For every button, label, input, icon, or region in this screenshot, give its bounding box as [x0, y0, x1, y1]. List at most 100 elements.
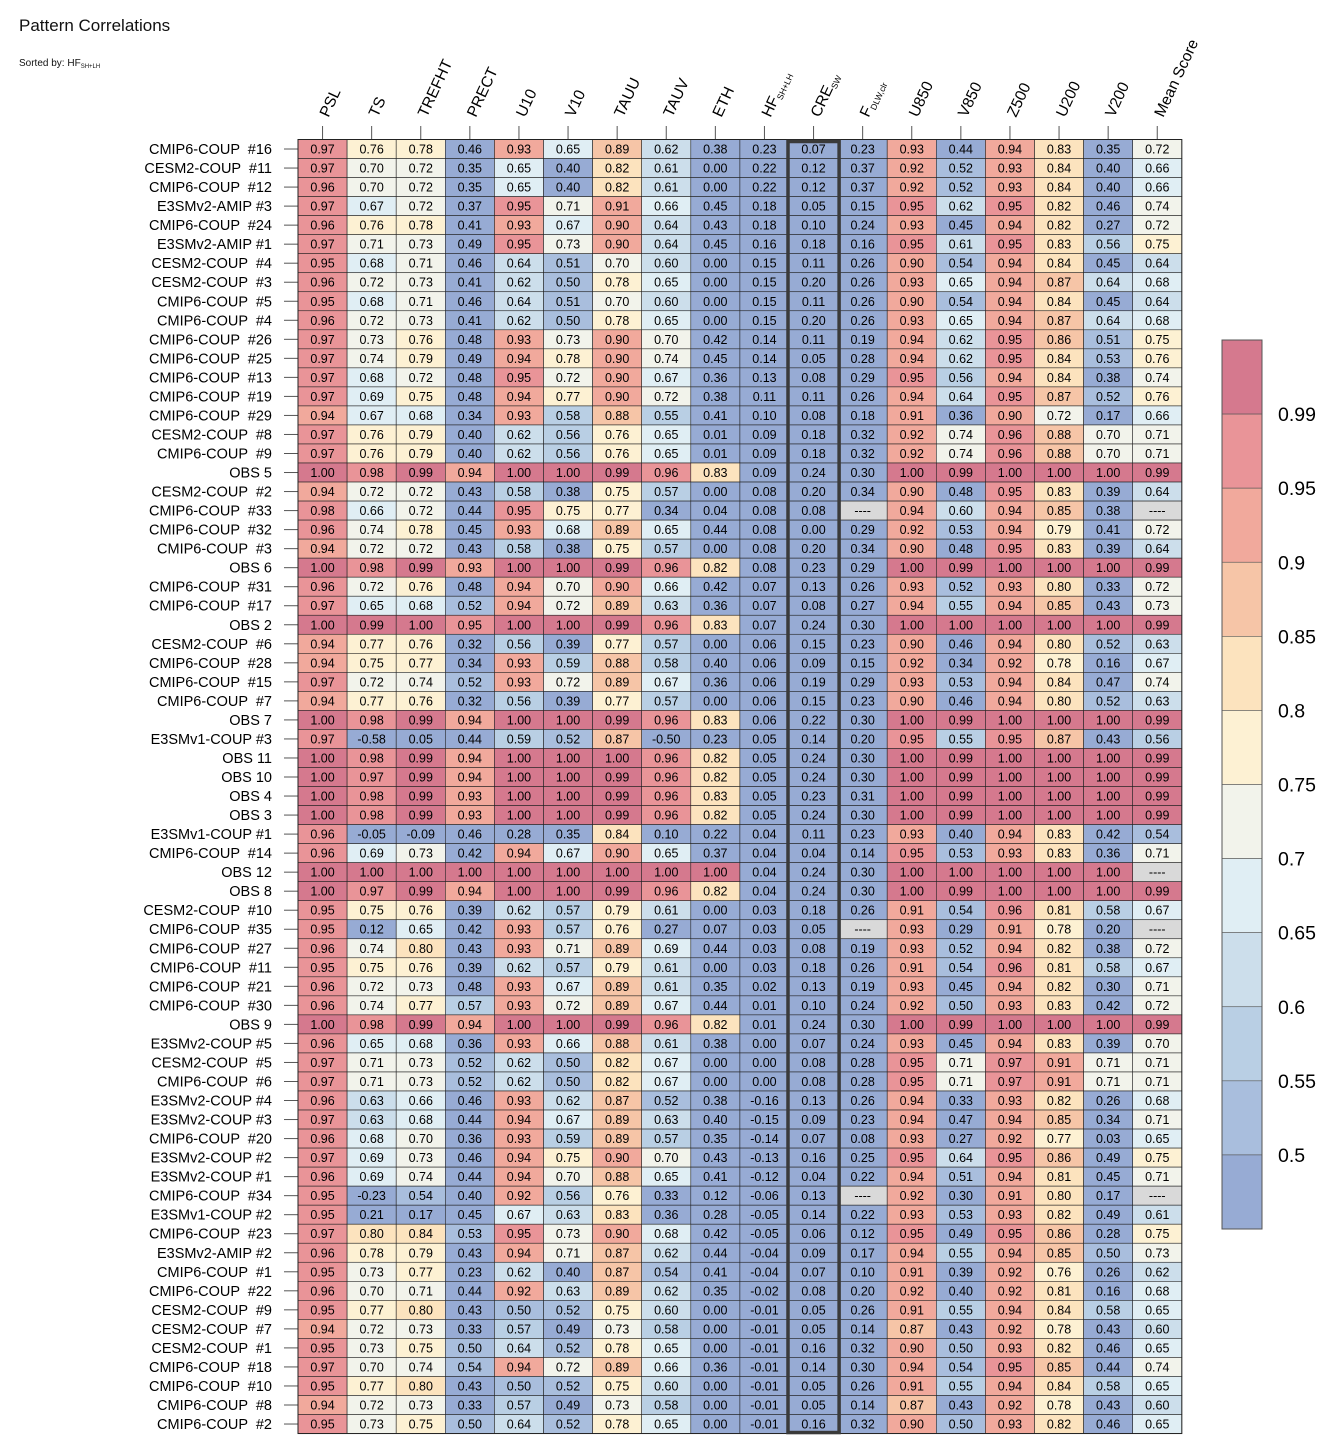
cell-value: 0.30 — [850, 1018, 874, 1032]
cell-value: 0.23 — [752, 143, 776, 157]
row-label: CESM2-COUP #10 — [143, 903, 272, 919]
cell-value: 0.01 — [703, 428, 727, 442]
row-label: CMIP6-COUP #8 — [157, 1398, 272, 1414]
cell-value: 0.34 — [1096, 1113, 1120, 1127]
cell-value: 0.04 — [703, 504, 727, 518]
cell-value: 1.00 — [556, 561, 580, 575]
cell-value: 0.97 — [310, 143, 334, 157]
cell-value: 0.52 — [949, 181, 973, 195]
cell-value: 0.93 — [507, 942, 531, 956]
cell-value: 0.94 — [998, 1113, 1022, 1127]
cell-value: 0.92 — [998, 656, 1022, 670]
cell-value: ---- — [854, 1189, 871, 1203]
cell-value: 0.63 — [1145, 694, 1169, 708]
cell-value: 0.73 — [409, 1398, 433, 1412]
cell-value: 0.00 — [703, 314, 727, 328]
cell-value: 0.70 — [654, 333, 678, 347]
cell-value: 0.83 — [1047, 828, 1071, 842]
cell-value: 0.09 — [801, 1246, 825, 1260]
cell-value: 0.54 — [949, 961, 973, 975]
cell-value: 0.99 — [605, 790, 629, 804]
cell-value: 0.65 — [949, 276, 973, 290]
row-labels: CMIP6-COUP #16 CESM2-COUP #11 CMIP6-COUP #… — [143, 142, 298, 1433]
cell-value: 0.26 — [1096, 1265, 1120, 1279]
cell-value: 0.14 — [801, 1208, 825, 1222]
row-label: CMIP6-COUP #20 — [149, 1132, 272, 1148]
cell-value: 0.70 — [359, 1284, 383, 1298]
cell-value: 0.12 — [801, 181, 825, 195]
cell-value: 0.08 — [752, 561, 776, 575]
cell-value: 0.94 — [900, 333, 924, 347]
cell-value: 0.97 — [310, 675, 334, 689]
cell-value: 0.08 — [801, 942, 825, 956]
cell-value: 0.93 — [507, 1132, 531, 1146]
cell-value: 0.05 — [801, 1322, 825, 1336]
cell-value: 0.89 — [605, 599, 629, 613]
row-label: OBS 8 — [229, 884, 272, 900]
cell-value: 0.04 — [752, 828, 776, 842]
cell-value: 1.00 — [359, 866, 383, 880]
cell-value: 0.05 — [801, 1379, 825, 1393]
cell-value: -0.13 — [750, 1151, 779, 1165]
cell-value: 0.57 — [458, 999, 482, 1013]
cell-value: 0.95 — [310, 1208, 334, 1222]
cell-value: 0.79 — [409, 447, 433, 461]
cell-value: 0.92 — [900, 447, 924, 461]
cell-value: 0.70 — [359, 162, 383, 176]
cell-value: 0.40 — [556, 181, 580, 195]
cell-value: 0.62 — [1145, 1265, 1169, 1279]
cell-value: 0.38 — [703, 1094, 727, 1108]
cell-value: 0.83 — [703, 790, 727, 804]
cell-value: 1.00 — [556, 866, 580, 880]
cell-value: 0.83 — [1047, 143, 1071, 157]
row-label: OBS 6 — [229, 561, 272, 577]
cell-value: 0.41 — [1096, 523, 1120, 537]
cell-value: 0.92 — [900, 999, 924, 1013]
cell-value: 0.45 — [1096, 295, 1120, 309]
colorbar-tick-label: 0.65 — [1278, 923, 1316, 945]
cell-value: 0.94 — [998, 1379, 1022, 1393]
cell-value: 0.99 — [605, 561, 629, 575]
row-label: E3SMv2-COUP #5 — [151, 1036, 272, 1052]
cell-value: 0.23 — [850, 694, 874, 708]
cell-value: 0.93 — [507, 1037, 531, 1051]
cell-value: 0.90 — [900, 637, 924, 651]
cell-value: 0.70 — [605, 295, 629, 309]
cell-value: 0.39 — [1096, 1037, 1120, 1051]
cell-value: 0.18 — [801, 428, 825, 442]
cell-value: 0.95 — [998, 352, 1022, 366]
cell-value: 1.00 — [949, 866, 973, 880]
cell-value: 0.36 — [949, 409, 973, 423]
colorbar-band — [1221, 413, 1263, 489]
cell-value: 0.52 — [556, 1341, 580, 1355]
cell-value: 0.58 — [654, 656, 678, 670]
cell-value: 0.14 — [801, 1360, 825, 1374]
cell-value: 0.93 — [900, 219, 924, 233]
cell-value: 0.82 — [605, 1056, 629, 1070]
colorbar-tick-label: 0.5 — [1278, 1145, 1305, 1167]
cell-value: 0.71 — [1145, 1170, 1169, 1184]
cell-value: -0.23 — [357, 1189, 386, 1203]
cell-value: 0.32 — [458, 637, 482, 651]
cell-value: 0.93 — [998, 1341, 1022, 1355]
cell-value: 1.00 — [998, 885, 1022, 899]
cell-value: 0.89 — [605, 675, 629, 689]
cell-value: 0.67 — [556, 1113, 580, 1127]
cell-value: 0.81 — [1047, 1170, 1071, 1184]
cell-value: 0.71 — [1145, 980, 1169, 994]
cell-value: 0.99 — [409, 771, 433, 785]
cell-value: 0.24 — [801, 618, 825, 632]
cell-value: 0.52 — [1096, 694, 1120, 708]
cell-value: 0.50 — [949, 1418, 973, 1432]
cell-value: 0.50 — [556, 276, 580, 290]
cell-value: 0.64 — [1145, 542, 1169, 556]
cell-value: 0.56 — [507, 694, 531, 708]
cell-value: 0.34 — [654, 504, 678, 518]
cell-value: 0.22 — [850, 1170, 874, 1184]
cell-value: 0.13 — [801, 980, 825, 994]
cell-value: 0.10 — [654, 828, 678, 842]
cell-value: 0.36 — [458, 1132, 482, 1146]
row-label: CESM2-COUP #1 — [151, 1341, 272, 1357]
cell-value: 0.67 — [654, 675, 678, 689]
cell-value: 1.00 — [1047, 1018, 1071, 1032]
